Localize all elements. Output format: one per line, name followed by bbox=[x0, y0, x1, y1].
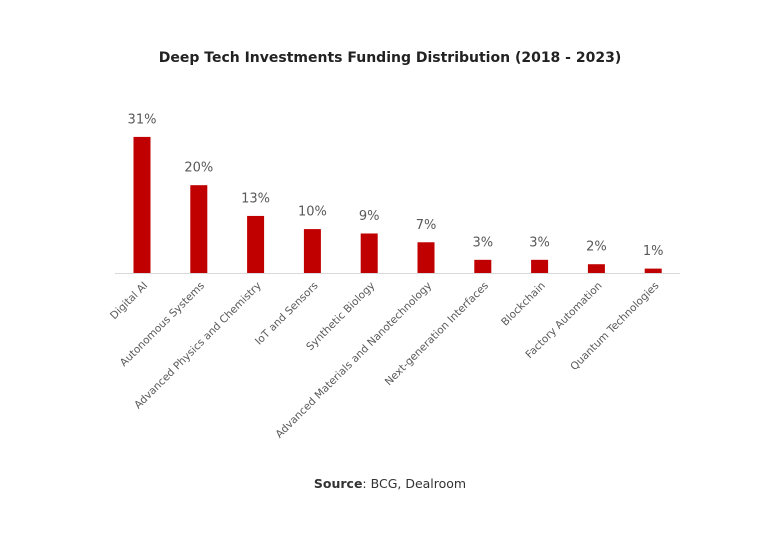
value-label: 3% bbox=[472, 235, 493, 250]
x-tick-label: Digital AI bbox=[108, 280, 150, 322]
x-tick-label: Blockchain bbox=[499, 280, 548, 329]
bar bbox=[303, 229, 321, 273]
bar bbox=[587, 264, 605, 273]
value-label: 10% bbox=[298, 205, 327, 220]
value-label: 20% bbox=[184, 161, 213, 176]
value-label: 13% bbox=[241, 191, 270, 206]
value-label: 2% bbox=[586, 240, 607, 255]
x-tick-label: Next-generation Interfaces bbox=[383, 280, 491, 388]
bar bbox=[190, 185, 208, 273]
bar bbox=[417, 242, 435, 273]
value-label: 1% bbox=[643, 244, 664, 259]
bar bbox=[247, 215, 265, 273]
bar bbox=[474, 259, 492, 273]
source-label: Source bbox=[314, 476, 363, 491]
chart-title: Deep Tech Investments Funding Distributi… bbox=[159, 50, 621, 66]
x-tick-label: Advanced Physics and Chemistry bbox=[132, 280, 264, 412]
source-text: : BCG, Dealroom bbox=[362, 476, 466, 491]
source: Source: BCG, Dealroom bbox=[314, 476, 466, 491]
bar bbox=[133, 136, 151, 273]
value-label: 31% bbox=[128, 112, 157, 127]
bar bbox=[644, 268, 662, 273]
value-label: 3% bbox=[529, 235, 550, 250]
value-label: 7% bbox=[416, 218, 437, 233]
bar bbox=[360, 233, 378, 273]
value-label: 9% bbox=[359, 209, 380, 224]
bar bbox=[531, 259, 549, 273]
